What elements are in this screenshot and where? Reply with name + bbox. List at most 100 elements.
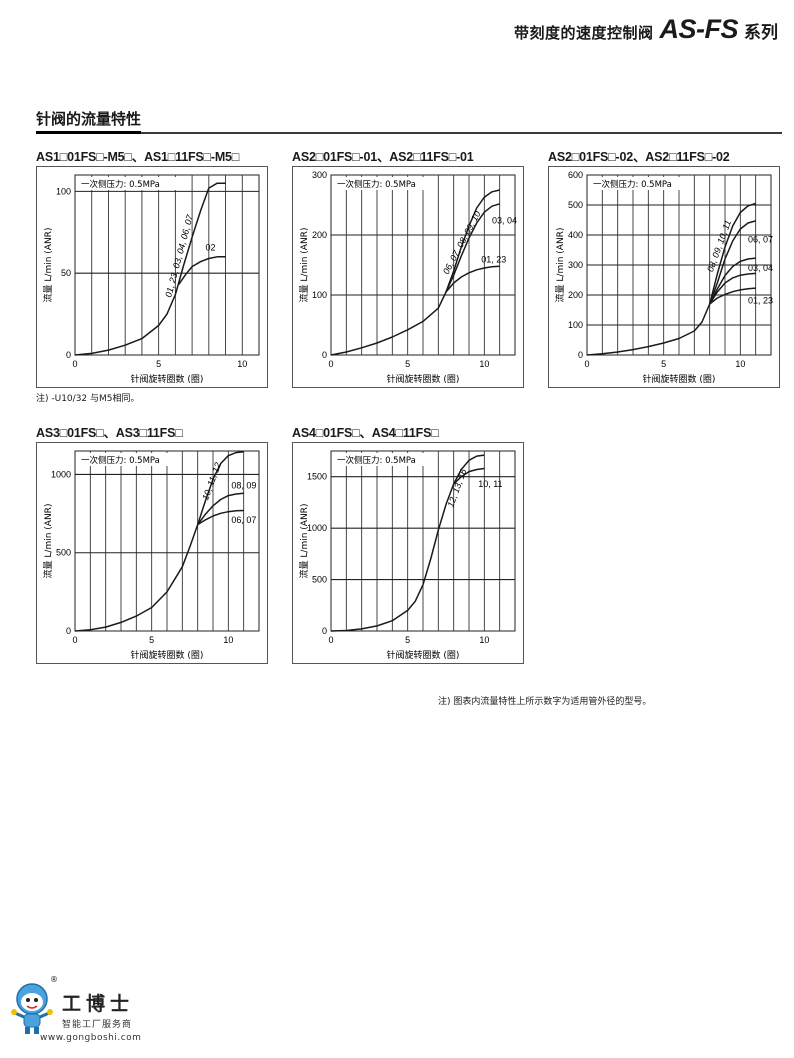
x-tick-label: 10	[479, 635, 489, 645]
pressure-label-bg	[335, 453, 435, 466]
y-tick-label: 200	[568, 290, 583, 300]
pressure-label-bg	[79, 453, 179, 466]
pressure-label-bg	[591, 177, 691, 190]
series-annotation: 03, 04	[748, 263, 773, 273]
x-tick-label: 5	[405, 359, 410, 369]
chart-title: AS2□01FS□-02、AS2□11FS□-02	[548, 150, 730, 164]
y-tick-label: 0	[66, 350, 71, 360]
series-line	[708, 220, 756, 305]
y-tick-label: 300	[568, 260, 583, 270]
series-line	[74, 182, 226, 356]
section-title-text: 针阀的流量特性	[36, 110, 142, 134]
x-tick-label: 10	[735, 359, 745, 369]
x-tick-label: 0	[328, 359, 333, 369]
y-tick-label: 0	[322, 350, 327, 360]
logo-tagline: 智能工厂服务商	[62, 1020, 133, 1030]
x-tick-label: 10	[479, 359, 489, 369]
logo-url: www.gongboshi.com	[40, 1033, 142, 1043]
registered-mark: ®	[50, 975, 58, 984]
x-tick-label: 10	[237, 359, 247, 369]
y-tick-label: 1500	[307, 472, 327, 482]
y-tick-label: 0	[66, 626, 71, 636]
chart-title: AS2□01FS□-01、AS2□11FS□-01	[292, 150, 474, 164]
section-title: 针阀的流量特性	[36, 108, 782, 134]
series-line	[74, 451, 244, 632]
series-annotation: 02	[205, 242, 215, 252]
x-tick-label: 0	[72, 635, 77, 645]
logo-brand: 工博士	[62, 993, 135, 1015]
series-line	[709, 272, 756, 305]
y-axis-label: 流量 L/min (ANR)	[298, 504, 310, 579]
y-tick-label: 600	[568, 170, 583, 180]
y-axis-label: 流量 L/min (ANR)	[554, 228, 566, 303]
header-suffix: 系列	[744, 23, 778, 43]
series-annotation: 03, 04	[492, 216, 517, 226]
y-tick-label: 100	[56, 186, 71, 196]
x-tick-label: 5	[661, 359, 666, 369]
series-line	[709, 257, 756, 305]
x-axis-label: 针阀旋转圈数 (圈)	[643, 373, 716, 385]
note-m5: 注) -U10/32 与M5相同。	[36, 394, 140, 404]
chart-as3: AS3□01FS□、AS3□11FS□ 0 5 10 0 500 1000 针阀旋转圈数 (圈…	[36, 422, 268, 666]
series-annotation: 08, 09	[231, 481, 256, 491]
chart-title: AS1□01FS□-M5□、AS1□11FS□-M5□	[36, 150, 240, 164]
chart-frame: 0 5 10 0 500 1000 1500 针阀旋转圈数 (圈) 流量 L/min (ANR)…	[292, 442, 524, 664]
y-tick-label: 1000	[307, 523, 327, 533]
series-annotation: 01, 23	[481, 255, 506, 265]
series-annotation: 06, 07	[748, 235, 773, 245]
chart-title: AS3□01FS□、AS3□11FS□	[36, 426, 183, 440]
x-tick-label: 10	[223, 635, 233, 645]
pressure-label: 一次侧压力: 0.5MPa	[81, 455, 160, 466]
pressure-label-bg	[79, 177, 179, 190]
robot-mascot-icon	[11, 983, 53, 1034]
y-axis-label: 流量 L/min (ANR)	[298, 228, 310, 303]
pressure-label-bg	[335, 177, 435, 190]
x-tick-label: 0	[328, 635, 333, 645]
y-tick-label: 1000	[51, 469, 71, 479]
header-prefix: 带刻度的速度控制阀	[513, 24, 654, 42]
pressure-label: 一次侧压力: 0.5MPa	[81, 179, 160, 190]
series-line	[709, 287, 756, 305]
chart-as2-02: AS2□01FS□-02、AS2□11FS□-02 0 5 10 0 100 200 300 4…	[548, 146, 780, 390]
chart-frame: 0 5 10 0 100 200 300 400 500 600 针阀旋转圈数 (圈) 流量 L/mi…	[548, 166, 780, 388]
chart-as2-01: AS2□01FS□-01、AS2□11FS□-01 0 5 10 0 100 200 300 针…	[292, 146, 524, 390]
x-tick-label: 5	[405, 635, 410, 645]
x-tick-label: 5	[156, 359, 161, 369]
pressure-label: 一次侧压力: 0.5MPa	[593, 179, 672, 190]
series-annotation: 10, 11	[478, 479, 502, 489]
series-line	[330, 454, 485, 632]
pressure-label: 一次侧压力: 0.5MPa	[337, 179, 416, 190]
y-tick-label: 0	[578, 350, 583, 360]
y-tick-label: 200	[312, 230, 327, 240]
y-tick-label: 500	[56, 548, 71, 558]
plot-area	[74, 174, 260, 356]
note-pipe-size: 注) 图表内流量特性上所示数字为适用管外径的型号。	[438, 697, 652, 707]
chart-as1: AS1□01FS□-M5□、AS1□11FS□-M5□ 0 5 10 0 50 100 针阀旋…	[36, 146, 268, 390]
chart-svg: 0 5 10 0 500 1000 针阀旋转圈数 (圈) 流量 L/min (ANR) 一次侧压…	[42, 450, 260, 661]
x-tick-label: 5	[149, 635, 154, 645]
series-line	[330, 189, 500, 356]
series-annotation: 06, 07	[231, 515, 256, 525]
y-tick-label: 500	[568, 200, 583, 210]
series-line	[586, 202, 756, 356]
header-model: AS-FS	[659, 14, 739, 44]
company-logo: ® 工博士 智能工厂服务商 www.gongboshi.com	[10, 975, 170, 1045]
series-line	[453, 467, 485, 485]
x-axis-label: 针阀旋转圈数 (圈)	[387, 373, 460, 385]
y-tick-label: 300	[312, 170, 327, 180]
chart-svg: 0 5 10 0 500 1000 1500 针阀旋转圈数 (圈) 流量 L/min (ANR)…	[298, 450, 516, 661]
y-tick-label: 100	[568, 320, 583, 330]
x-axis-label: 针阀旋转圈数 (圈)	[131, 373, 204, 385]
x-tick-label: 0	[584, 359, 589, 369]
chart-as4: AS4□01FS□、AS4□11FS□ 0 5 10 0 500 1000 1500 针阀旋转圈…	[292, 422, 524, 666]
chart-frame: 0 5 10 0 500 1000 针阀旋转圈数 (圈) 流量 L/min (ANR) 一次侧压…	[36, 442, 268, 664]
x-axis-label: 针阀旋转圈数 (圈)	[131, 649, 204, 661]
y-tick-label: 50	[61, 268, 71, 278]
y-axis-label: 流量 L/min (ANR)	[42, 228, 54, 303]
chart-title: AS4□01FS□、AS4□11FS□	[292, 426, 439, 440]
series-line	[197, 509, 244, 526]
x-axis-label: 针阀旋转圈数 (圈)	[387, 649, 460, 661]
